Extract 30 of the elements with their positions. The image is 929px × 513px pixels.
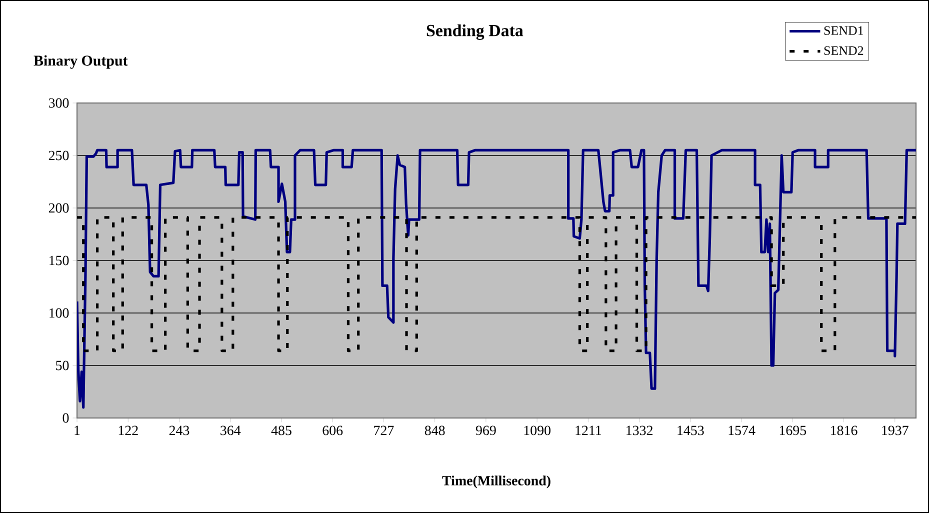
x-tick-label: 969: [476, 426, 496, 436]
y-axis-title: Binary Output: [34, 55, 128, 69]
y-tick-label: 0: [62, 413, 69, 423]
y-tick-label: 250: [48, 150, 69, 160]
x-tick-label: 1090: [524, 426, 550, 436]
x-tick-label: 1211: [576, 426, 602, 435]
line-series: [77, 148, 916, 409]
x-tick-label: 243: [169, 426, 190, 436]
x-tick-label: 485: [271, 426, 292, 436]
x-tick-label: 606: [322, 426, 343, 436]
y-tick-label: 150: [50, 256, 69, 266]
x-tick-label: 727: [374, 426, 394, 435]
y-tick-label: 100: [50, 308, 69, 318]
y-tick-label: 50: [56, 360, 69, 370]
legend-label: SEND2: [824, 46, 864, 55]
x-tick-label: 1574: [728, 426, 756, 436]
x-tick-label: 1937: [882, 426, 908, 436]
y-tick-label: 300: [48, 98, 69, 108]
x-tick-label: 1695: [780, 426, 806, 436]
legend-label: SEND1: [824, 26, 864, 35]
x-tick-label: 1453: [678, 426, 704, 436]
x-tick-label: 1332: [626, 426, 652, 436]
chart-title: Sending Data: [426, 24, 524, 40]
x-axis-title: Time(Millisecond): [442, 476, 550, 488]
x-tick-label: 364: [220, 426, 241, 436]
y-tick-label: 200: [48, 203, 69, 213]
x-tick-label: 1816: [831, 426, 858, 436]
x-tick-label: 848: [424, 426, 445, 436]
x-tick-label: 1: [74, 426, 80, 435]
x-tick-label: 122: [118, 426, 138, 435]
